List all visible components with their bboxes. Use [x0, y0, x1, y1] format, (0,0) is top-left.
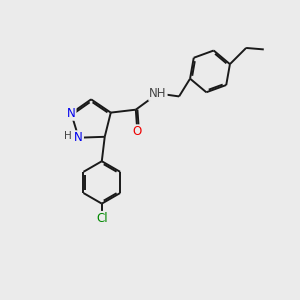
Text: NH: NH: [149, 87, 166, 100]
Text: N: N: [74, 131, 83, 144]
Text: H: H: [64, 131, 72, 141]
Text: Cl: Cl: [96, 212, 108, 225]
Text: N: N: [67, 107, 76, 120]
Text: O: O: [133, 125, 142, 138]
